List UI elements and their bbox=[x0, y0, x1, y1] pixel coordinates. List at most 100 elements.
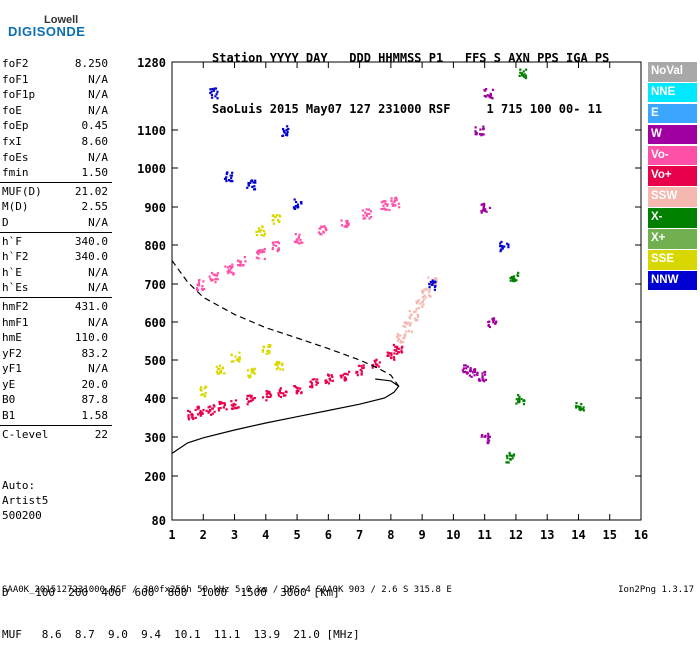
echo-point bbox=[488, 95, 491, 98]
x-tick-label: 16 bbox=[634, 528, 648, 542]
echo-point bbox=[515, 279, 518, 282]
echo-point bbox=[219, 401, 223, 404]
echo-point bbox=[433, 277, 437, 280]
echo-point bbox=[488, 435, 491, 439]
echo-point bbox=[507, 461, 510, 464]
version-label: Ion2Png 1.3.17 bbox=[618, 585, 694, 595]
echo-point bbox=[433, 280, 436, 283]
echo-point bbox=[295, 238, 299, 241]
echo-point bbox=[473, 370, 477, 374]
echo-point bbox=[469, 367, 472, 370]
echo-point bbox=[217, 372, 221, 375]
echo-point bbox=[345, 221, 348, 225]
echo-point bbox=[230, 360, 233, 363]
echo-point bbox=[516, 393, 520, 397]
echo-point bbox=[276, 214, 279, 217]
echo-point bbox=[261, 348, 265, 352]
x-tick-label: 6 bbox=[325, 528, 332, 542]
echo-point bbox=[296, 391, 299, 395]
echo-point bbox=[253, 188, 256, 191]
echo-point bbox=[315, 383, 318, 386]
echo-point bbox=[258, 249, 261, 252]
echo-point bbox=[221, 402, 224, 405]
echo-point bbox=[404, 325, 407, 328]
echo-point bbox=[416, 313, 419, 316]
x-tick-label: 9 bbox=[419, 528, 426, 542]
echo-point bbox=[430, 283, 433, 286]
echo-point bbox=[329, 379, 332, 382]
x-tick-label: 11 bbox=[477, 528, 491, 542]
echo-point bbox=[301, 241, 304, 244]
echo-point bbox=[482, 128, 485, 131]
echo-point bbox=[577, 405, 580, 408]
echo-point bbox=[309, 385, 312, 388]
echo-point bbox=[210, 279, 213, 282]
echo-point bbox=[486, 441, 489, 445]
echo-point bbox=[249, 374, 252, 377]
parameter-separator bbox=[0, 296, 112, 298]
echo-point bbox=[403, 334, 406, 337]
echo-point bbox=[392, 343, 395, 347]
echo-point bbox=[263, 232, 267, 235]
echo-point bbox=[201, 411, 204, 414]
echo-point bbox=[368, 212, 371, 215]
parameter-row: yF1 N/A bbox=[0, 361, 112, 377]
ionospheric-parameters-panel: foF2 8.250 foF1 N/A foF1p N/A foE N/A foEp 0.45 fx… bbox=[0, 56, 112, 442]
parameter-row: h`E N/A bbox=[0, 265, 112, 281]
echo-point bbox=[248, 376, 251, 379]
echo-point bbox=[277, 361, 280, 364]
echo-point bbox=[188, 410, 192, 413]
echo-point bbox=[374, 362, 378, 366]
echo-point bbox=[485, 87, 488, 91]
echo-point bbox=[230, 177, 233, 180]
echo-point bbox=[220, 371, 223, 374]
echo-point bbox=[405, 330, 408, 333]
echo-point bbox=[219, 406, 222, 410]
echo-point bbox=[524, 76, 528, 80]
echo-point bbox=[253, 367, 256, 370]
parameter-name: h`F2 bbox=[2, 250, 29, 264]
echo-point bbox=[237, 357, 240, 360]
echo-point bbox=[476, 373, 479, 376]
legend-item: X- bbox=[648, 208, 697, 228]
muf-row: MUF 8.6 8.7 9.0 9.4 10.1 11.1 13.9 21.0 … bbox=[2, 628, 360, 641]
echo-point bbox=[277, 394, 281, 397]
echo-point bbox=[487, 434, 490, 437]
echo-point bbox=[468, 374, 472, 377]
echo-point bbox=[207, 411, 210, 414]
parameter-value: N/A bbox=[88, 315, 108, 329]
echo-point bbox=[478, 378, 481, 381]
echo-point bbox=[422, 303, 425, 306]
echo-point bbox=[215, 93, 218, 96]
echo-point bbox=[199, 386, 203, 389]
echo-point bbox=[489, 94, 493, 97]
echo-point bbox=[462, 367, 465, 370]
echo-point bbox=[232, 402, 235, 405]
echo-point bbox=[257, 230, 260, 233]
echo-point bbox=[277, 247, 280, 250]
echo-point bbox=[228, 270, 232, 273]
echo-point bbox=[317, 231, 321, 234]
echo-point bbox=[300, 392, 303, 395]
echo-point bbox=[267, 345, 270, 348]
echo-point bbox=[238, 357, 241, 361]
echo-point bbox=[340, 376, 343, 379]
echo-point bbox=[271, 241, 275, 245]
echo-point bbox=[298, 233, 301, 236]
echo-point bbox=[346, 222, 349, 226]
echo-point bbox=[343, 225, 346, 228]
echo-point bbox=[509, 458, 512, 461]
echo-point bbox=[213, 87, 216, 90]
echo-point bbox=[258, 251, 261, 254]
echo-point bbox=[232, 360, 235, 363]
echo-point bbox=[331, 379, 334, 382]
echo-point bbox=[256, 249, 260, 253]
echo-point bbox=[382, 204, 385, 207]
echo-point bbox=[249, 375, 252, 378]
parameter-value: N/A bbox=[88, 215, 108, 229]
echo-point bbox=[394, 197, 397, 200]
parameter-row: foEp 0.45 bbox=[0, 118, 112, 134]
echo-point bbox=[246, 397, 249, 400]
echo-point bbox=[297, 389, 300, 392]
echo-point bbox=[480, 435, 483, 438]
